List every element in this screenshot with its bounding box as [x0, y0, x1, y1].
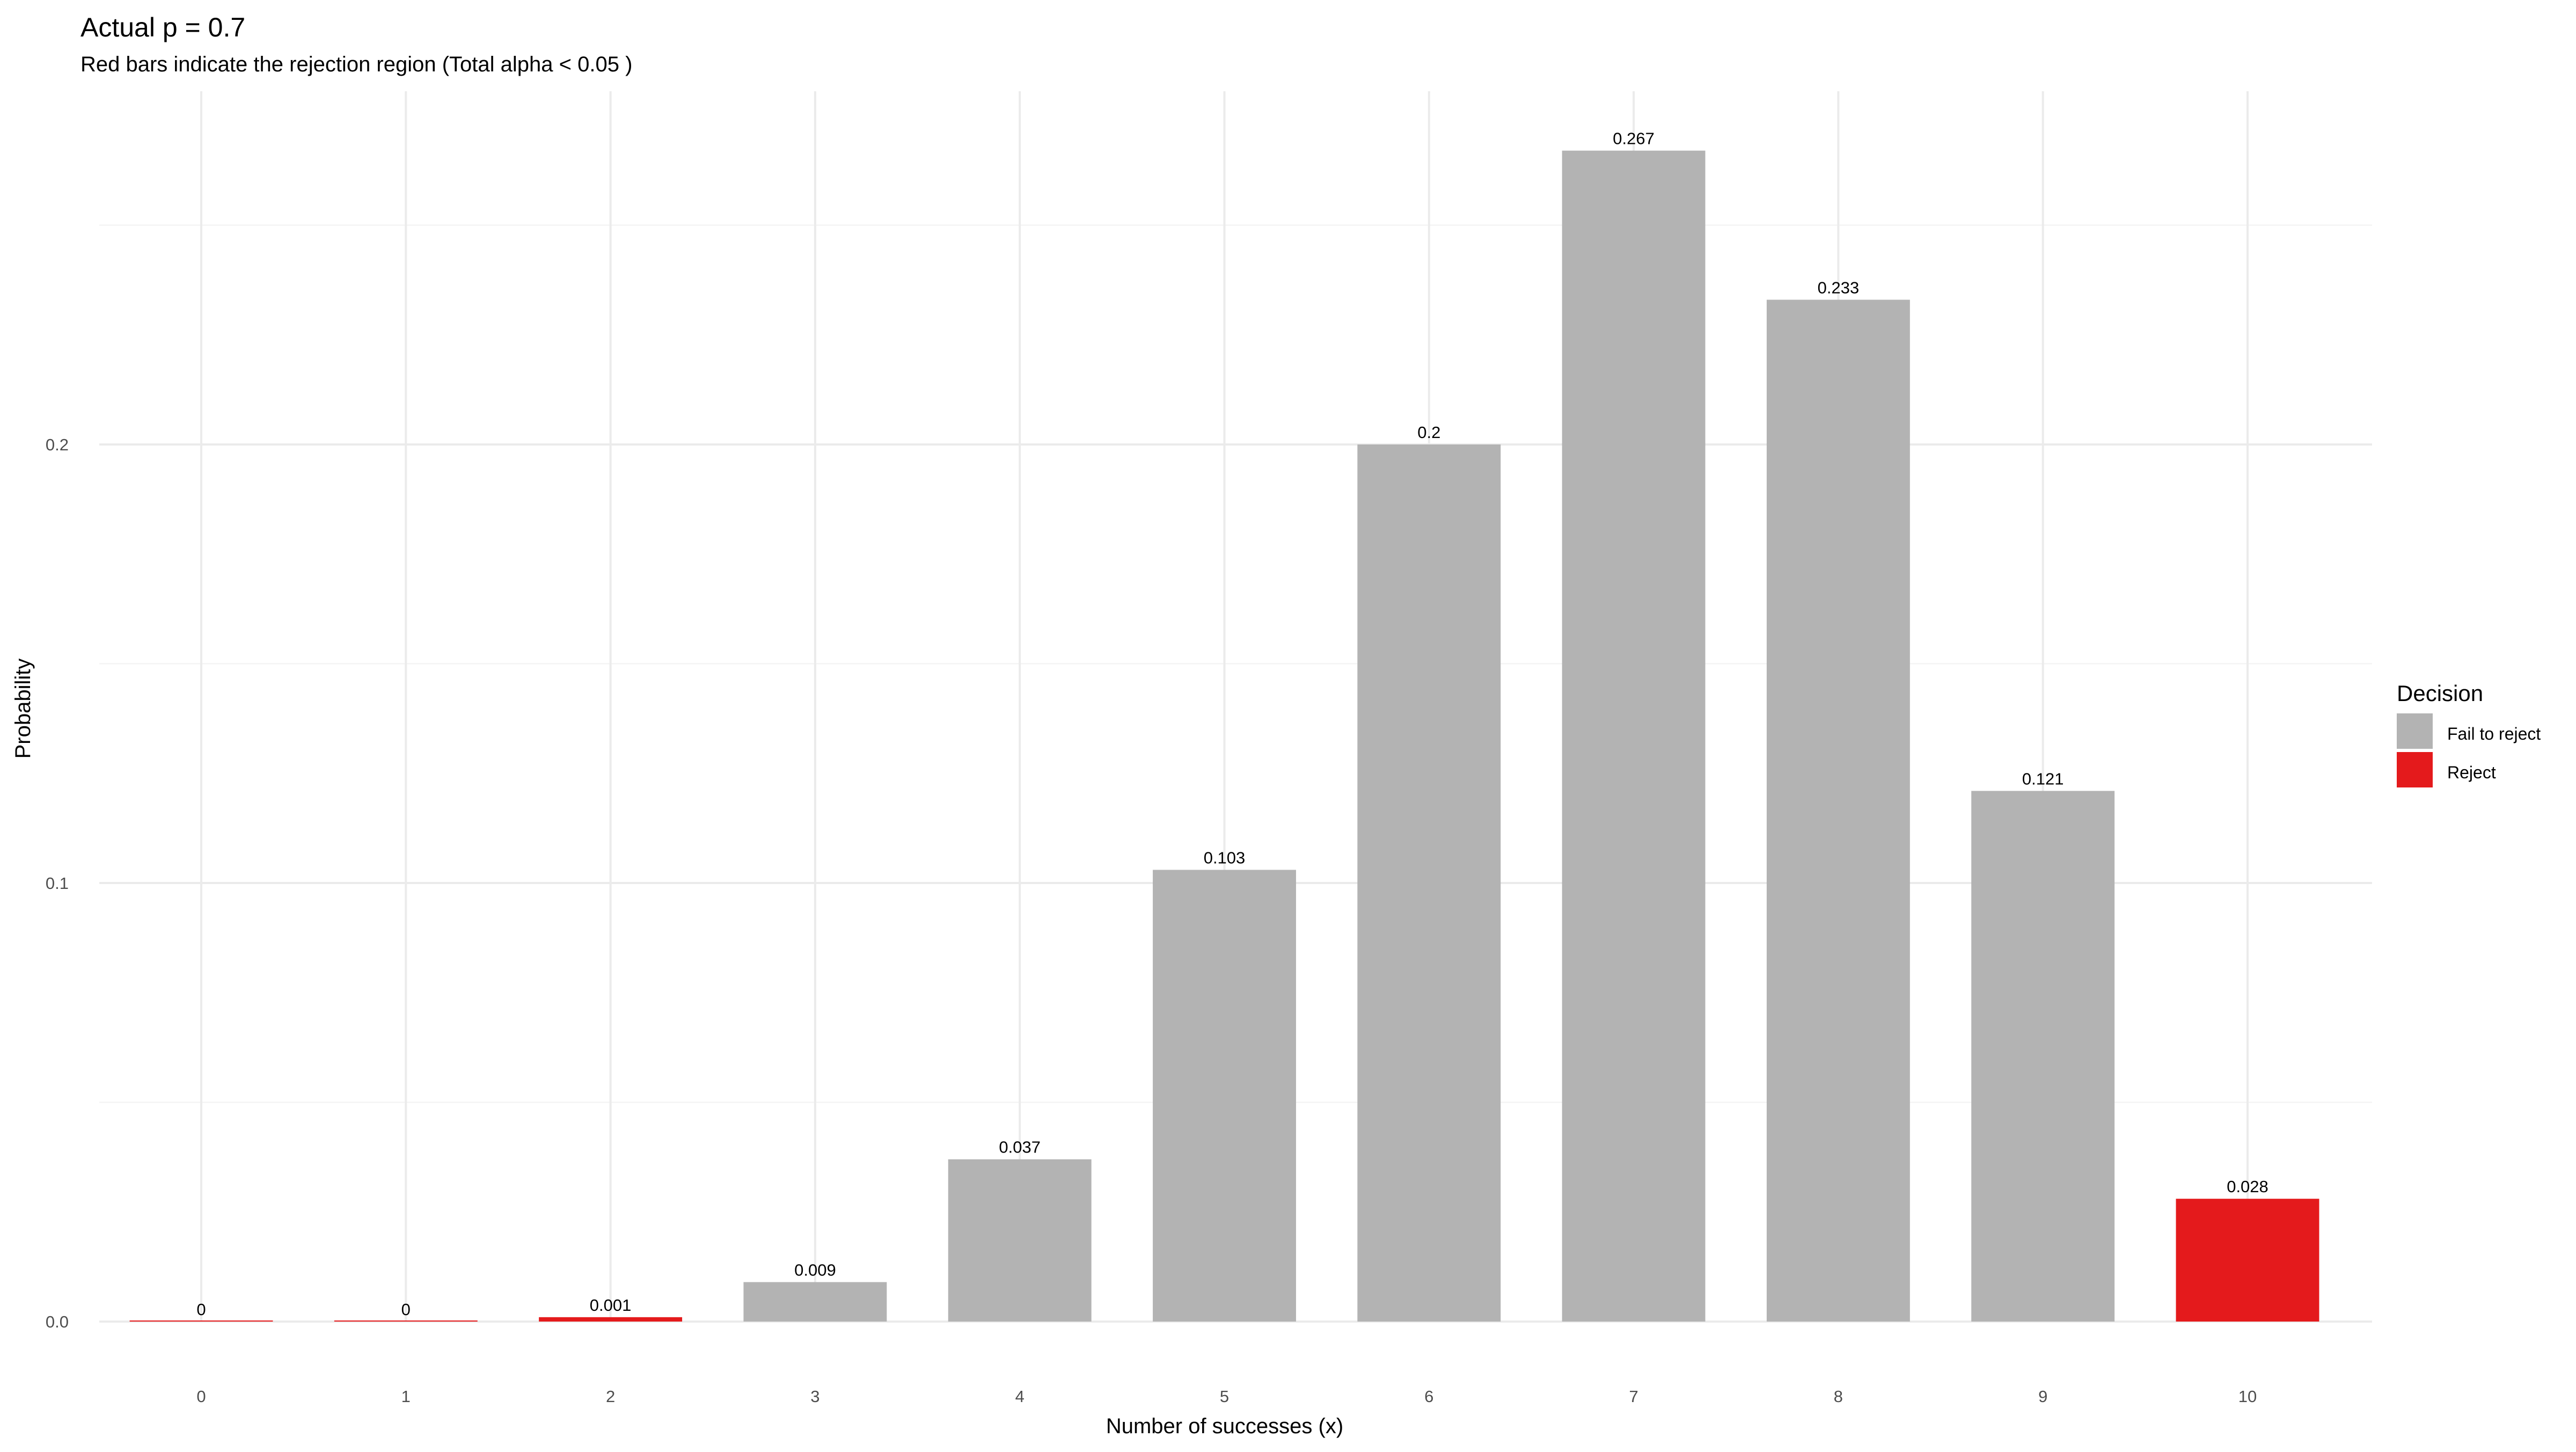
- data-label: 0: [401, 1300, 411, 1319]
- y-tick-label: 0.1: [46, 874, 69, 893]
- bar-x3: [743, 1282, 887, 1322]
- legend-title: Decision: [2397, 681, 2483, 706]
- data-label: 0.028: [2227, 1177, 2268, 1196]
- y-tick-labels: 0.0 0.1 0.2: [46, 435, 69, 1331]
- bar-x7: [1562, 150, 1706, 1322]
- chart-subtitle: Red bars indicate the rejection region (…: [80, 53, 632, 76]
- x-tick-label: 9: [2038, 1387, 2047, 1406]
- x-tick-label: 7: [1629, 1387, 1638, 1406]
- legend: Decision Fail to reject Reject: [2397, 681, 2541, 787]
- x-tick-label: 6: [1424, 1387, 1433, 1406]
- bar-x10: [2176, 1199, 2319, 1322]
- data-label: 0.267: [1613, 129, 1655, 148]
- x-tick-label: 2: [606, 1387, 615, 1406]
- x-tick-label: 10: [2238, 1387, 2257, 1406]
- bar-x1: [334, 1320, 478, 1322]
- legend-swatch-reject: [2397, 752, 2433, 787]
- y-axis-title: Probability: [11, 659, 35, 759]
- bars: [129, 150, 2319, 1322]
- legend-label-reject: Reject: [2447, 763, 2496, 782]
- x-tick-label: 1: [401, 1387, 411, 1406]
- data-label: 0.121: [2022, 769, 2064, 788]
- data-label: 0: [196, 1300, 206, 1319]
- bar-x8: [1766, 300, 1910, 1322]
- bar-x6: [1357, 444, 1501, 1322]
- x-tick-label: 4: [1015, 1387, 1024, 1406]
- bar-x4: [948, 1159, 1092, 1322]
- legend-label-fail-to-reject: Fail to reject: [2447, 724, 2541, 743]
- y-tick-label: 0.0: [46, 1312, 69, 1331]
- x-tick-label: 5: [1220, 1387, 1229, 1406]
- x-axis-title: Number of successes (x): [1106, 1414, 1343, 1438]
- bar-x5: [1153, 870, 1296, 1322]
- x-tick-label: 8: [1834, 1387, 1843, 1406]
- data-label: 0.001: [590, 1296, 632, 1315]
- bar-x0: [129, 1320, 273, 1322]
- data-label: 0.2: [1417, 423, 1440, 442]
- x-tick-labels: 0 1 2 3 4 5 6 7 8 9 10: [196, 1387, 2257, 1406]
- legend-swatch-fail-to-reject: [2397, 713, 2433, 749]
- data-label: 0.233: [1818, 278, 1860, 297]
- x-tick-label: 0: [196, 1387, 206, 1406]
- data-label: 0.009: [794, 1260, 836, 1279]
- bar-x2: [539, 1317, 683, 1322]
- chart-title: Actual p = 0.7: [80, 12, 245, 42]
- bar-x9: [1971, 791, 2115, 1322]
- data-label: 0.103: [1204, 848, 1246, 867]
- data-label: 0.037: [999, 1138, 1041, 1157]
- y-tick-label: 0.2: [46, 435, 69, 454]
- x-tick-label: 3: [810, 1387, 819, 1406]
- data-labels: 0 0 0.001 0.009 0.037 0.103 0.2 0.267 0.233 0.121…: [196, 129, 2268, 1319]
